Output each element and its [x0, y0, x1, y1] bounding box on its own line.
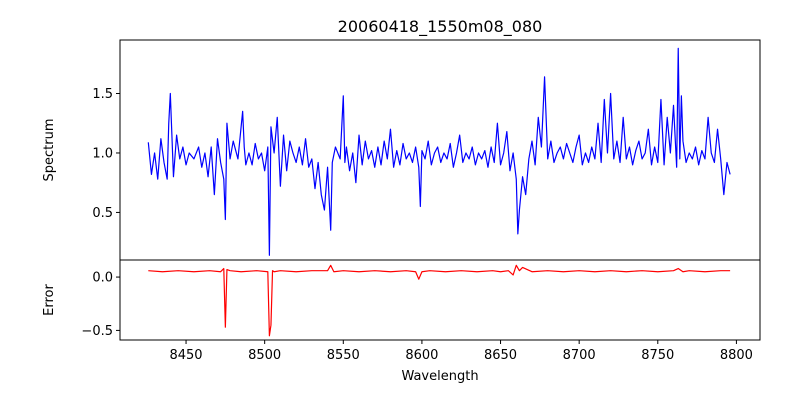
y-tick-label: −0.5 [81, 324, 113, 339]
error-panel: 0.0 −0.5 8450 8500 8550 8600 8650 8700 8750 8800… [42, 259, 761, 384]
error-y-axis: 0.0 −0.5 [81, 271, 120, 339]
x-tick-label: 8450 [169, 348, 202, 363]
chart-title: 20060418_1550m08_080 [338, 17, 543, 37]
error-y-axis-label: Error [42, 284, 57, 316]
y-tick-label: 0.0 [92, 271, 113, 286]
spectrum-panel: 0.5 1.0 1.5 Spectrum [42, 39, 761, 261]
error-plot-frame [119, 259, 761, 341]
x-tick-label: 8800 [720, 348, 753, 363]
spectrum-series-line [147, 47, 731, 256]
y-tick-label: 1.0 [92, 146, 113, 161]
y-tick-label: 1.5 [92, 87, 113, 102]
spectrum-plot-frame [119, 39, 761, 261]
x-axis-label: Wavelength [401, 369, 478, 384]
y-tick-label: 0.5 [92, 206, 113, 221]
spectrum-y-axis-label: Spectrum [42, 119, 57, 182]
x-tick-label: 8600 [405, 348, 438, 363]
x-tick-label: 8500 [248, 348, 281, 363]
x-tick-label: 8550 [327, 348, 360, 363]
error-series-line [148, 264, 731, 337]
x-axis: 8450 8500 8550 8600 8650 8700 8750 8800 [169, 340, 753, 363]
spectrum-y-axis: 0.5 1.0 1.5 [92, 87, 120, 221]
x-tick-label: 8650 [484, 348, 517, 363]
x-tick-label: 8750 [641, 348, 674, 363]
x-tick-label: 8700 [563, 348, 596, 363]
